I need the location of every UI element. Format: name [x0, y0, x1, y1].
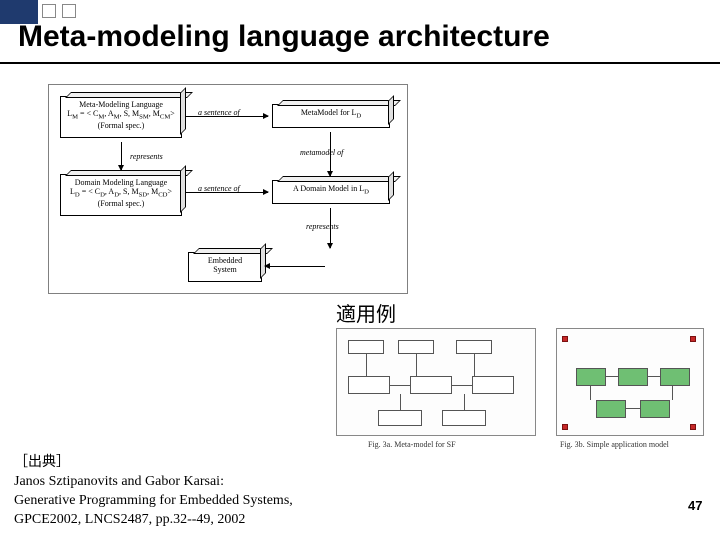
figb-reddot-1 [690, 336, 696, 342]
fig-a-caption: Fig. 3a. Meta-model for SF [368, 440, 456, 449]
figb-greenbox-0 [576, 368, 606, 386]
figb-reddot-2 [562, 424, 568, 430]
label-represents: represents [130, 152, 163, 161]
figb-line-3 [590, 386, 591, 400]
citation-block: ［出典］Janos Sztipanovits and Gabor Karsai:… [14, 454, 293, 530]
figb-line-2 [626, 408, 640, 409]
figa-line-0 [366, 354, 367, 376]
figa-box-0 [348, 340, 384, 354]
figa-line-3 [390, 385, 410, 386]
figa-line-2 [474, 354, 475, 376]
figa-line-5 [400, 394, 401, 410]
figb-greenbox-4 [640, 400, 670, 418]
figa-box-7 [442, 410, 486, 426]
figa-line-1 [416, 354, 417, 376]
fig-b-caption: Fig. 3b. Simple application model [560, 440, 669, 449]
figb-greenbox-1 [618, 368, 648, 386]
figa-box-2 [456, 340, 492, 354]
box-domain-lang-text: Domain Modeling LanguageLD = < CD, AD, S… [61, 175, 181, 212]
figa-box-1 [398, 340, 434, 354]
figb-line-1 [648, 376, 660, 377]
box-domain-model-text: A Domain Model in LD [273, 181, 389, 199]
box-meta-lang: Meta-Modeling LanguageLM = < CM, AM, S, … [60, 96, 182, 138]
arrow-v2 [330, 132, 331, 176]
figb-greenbox-3 [596, 400, 626, 418]
label-represents-2: represents [306, 222, 339, 231]
box-meta-model: MetaModel for LD [272, 104, 390, 128]
title-underline [0, 62, 720, 64]
box-embedded: EmbeddedSystem [188, 252, 262, 282]
box-domain-model: A Domain Model in LD [272, 180, 390, 204]
box-meta-model-text: MetaModel for LD [273, 105, 389, 123]
box-domain-lang: Domain Modeling LanguageLD = < CD, AD, S… [60, 174, 182, 216]
arrow-v3 [330, 208, 331, 248]
label-metamodel-of: metamodel of [300, 148, 343, 157]
figa-line-4 [452, 385, 472, 386]
figa-box-6 [378, 410, 422, 426]
figa-box-4 [410, 376, 452, 394]
arrow-h1 [186, 116, 268, 117]
box-embedded-text: EmbeddedSystem [189, 253, 261, 277]
accent-square-2 [62, 4, 76, 18]
page-number: 47 [688, 498, 702, 513]
arrow-v1 [121, 142, 122, 170]
figa-line-6 [464, 394, 465, 410]
box-meta-lang-text: Meta-Modeling LanguageLM = < CM, AM, S, … [61, 97, 181, 134]
accent-square-1 [42, 4, 56, 18]
figb-greenbox-2 [660, 368, 690, 386]
figa-box-5 [472, 376, 514, 394]
figa-box-3 [348, 376, 390, 394]
figb-reddot-3 [690, 424, 696, 430]
figb-reddot-0 [562, 336, 568, 342]
arrow-h2 [186, 192, 268, 193]
figb-line-4 [672, 386, 673, 400]
figb-line-0 [606, 376, 618, 377]
arrow-h3 [265, 266, 325, 267]
section-label: 適用例 [336, 298, 396, 327]
page-title: Meta-modeling language architecture [18, 20, 550, 54]
